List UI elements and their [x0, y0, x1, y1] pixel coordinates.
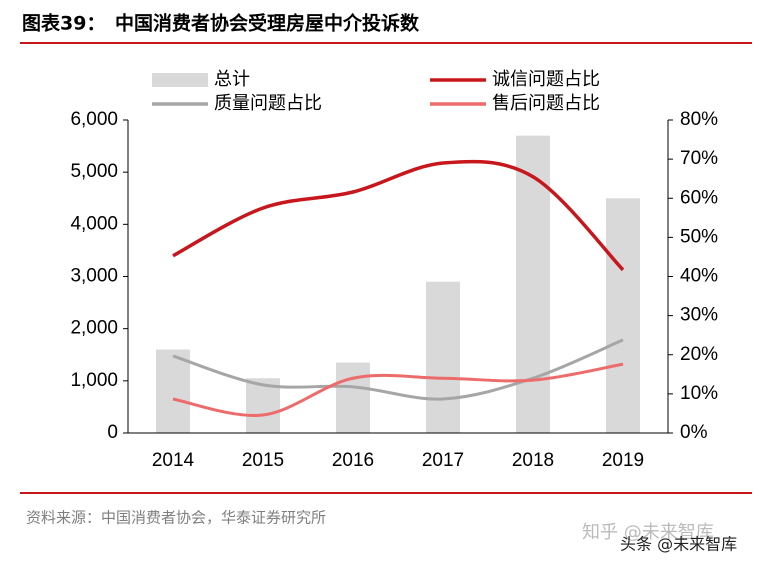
y2-tick-label: 0% [680, 422, 708, 443]
legend-label: 诚信问题占比 [492, 69, 600, 90]
bar [156, 349, 190, 433]
source-note: 资料来源：中国消费者协会，华泰证券研究所 [26, 509, 326, 527]
y-tick-label: 5,000 [70, 161, 118, 182]
x-tick-label: 2015 [242, 450, 284, 471]
watermark: 知乎 @未来智库 [582, 522, 714, 543]
x-tick-label: 2018 [512, 450, 554, 471]
y2-tick-label: 40% [680, 266, 718, 287]
page-title: 图表39： 中国消费者协会受理房屋中介投诉数 [22, 12, 420, 35]
bar [516, 135, 550, 433]
y2-tick-label: 30% [680, 305, 718, 326]
legend-label: 售后问题占比 [492, 93, 600, 114]
y2-tick-label: 20% [680, 344, 718, 365]
watermark: 头条 @未来智库 [620, 535, 737, 554]
y2-tick-label: 70% [680, 148, 718, 169]
y2-tick-label: 50% [680, 226, 718, 247]
legend-swatch [152, 73, 208, 87]
x-tick-label: 2014 [152, 450, 195, 471]
bar [606, 198, 640, 433]
bar [426, 281, 460, 433]
x-tick-label: 2019 [602, 450, 644, 471]
y2-tick-label: 80% [680, 109, 718, 130]
y-tick-label: 6,000 [70, 109, 118, 130]
y2-tick-label: 10% [680, 383, 718, 404]
legend-label: 质量问题占比 [214, 93, 322, 114]
y-tick-label: 4,000 [70, 213, 118, 234]
legend-label: 总计 [214, 69, 250, 90]
line [172, 159, 625, 272]
bar [336, 362, 370, 433]
line [172, 362, 624, 417]
line [172, 338, 624, 401]
y-tick-label: 2,000 [70, 318, 118, 339]
y-tick-label: 3,000 [70, 266, 118, 287]
y2-tick-label: 60% [680, 187, 718, 208]
y-tick-label: 1,000 [70, 370, 118, 391]
x-tick-label: 2016 [332, 450, 374, 471]
y-tick-label: 0 [107, 422, 118, 443]
x-tick-label: 2017 [422, 450, 464, 471]
